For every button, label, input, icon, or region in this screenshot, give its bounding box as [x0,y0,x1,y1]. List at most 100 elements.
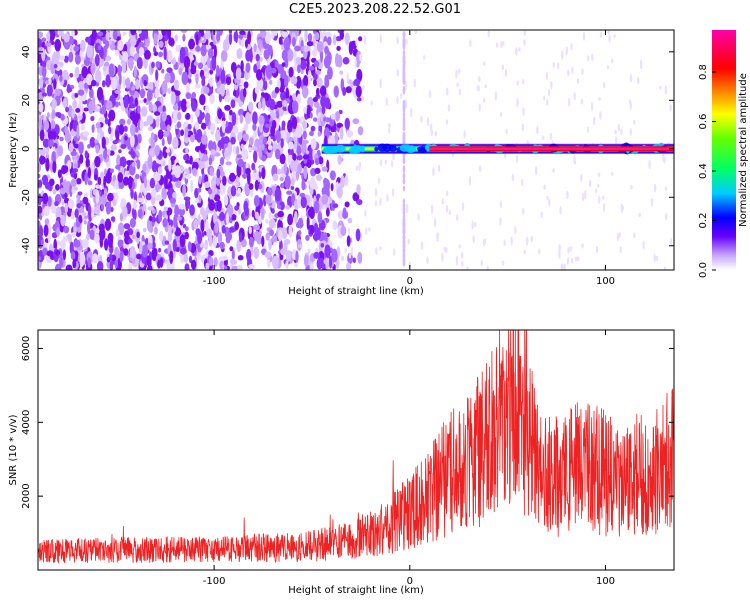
signal-blob [353,144,358,151]
spectrogram-cell [407,238,410,245]
spectrogram-cell [134,97,138,107]
spectrogram-cell [152,103,157,114]
spectrogram-cell [402,36,406,43]
spectrogram-cell [314,167,321,174]
spectrogram-cell [581,242,584,249]
spectrogram-cell [107,192,114,202]
spectrogram-cell [501,64,505,71]
spectrogram-cell [42,247,48,256]
spectrogram-cell [98,223,105,232]
spectrogram-cell [294,45,301,52]
spectrogram-cell [402,132,406,139]
spectrogram-cell [150,132,155,139]
spectrogram-cell [484,84,487,89]
spectrogram-cell [208,256,214,266]
spectrogram-cell [637,76,640,85]
spectrogram-cell [70,210,76,220]
spectrogram-cell [346,72,349,83]
spectrogram-cell [324,244,331,258]
spectrogram-cell [150,137,156,149]
spectrogram-x-tick-label: -100 [203,276,226,287]
spectrogram-cell [318,156,324,165]
spectrogram-cell [629,101,632,111]
spectrogram-cell [300,140,307,155]
spectrogram-cell [180,255,184,264]
spectrogram-cell [148,225,154,234]
spectrogram-cell [402,177,406,184]
spectrogram-cell [163,206,168,212]
spectrogram-cell [313,251,320,259]
spectrogram-cell [164,184,169,190]
spectrogram-cell [137,208,143,219]
spectrogram-cell [221,117,226,122]
spectrogram-cell [190,259,197,270]
spectrogram-cell [51,109,56,119]
spectrogram-cell [129,245,136,260]
spectrogram-cell [291,36,296,47]
spectrogram-cell [237,108,245,117]
spectrogram-cell [55,206,62,221]
spectrogram-cell [586,55,590,62]
spectrogram-cell [57,113,61,119]
spectrogram-cell [130,30,137,36]
spectrogram-cell [164,176,168,186]
spectrogram-cell [165,148,171,154]
spectrogram-cell [392,152,395,161]
spectrogram-cell [48,139,54,147]
spectrogram-cell [189,134,195,143]
spectrogram-cell [267,44,273,56]
spectrogram-cell [430,129,434,137]
spectrogram-cell [45,42,52,48]
spectrogram-cell [534,166,538,175]
spectrogram-cell [62,249,67,261]
spectrogram-cell [274,86,280,94]
spectrogram-cell [648,159,651,170]
spectrogram-cell [268,211,272,219]
spectrogram-cell [44,80,49,85]
spectrogram-cell [208,199,215,211]
spectrogram-cell [118,149,122,154]
spectrogram-cell [339,30,345,40]
spectrogram-cell [155,194,163,202]
spectrogram-cell [72,168,79,173]
spectrogram-cell [230,136,236,145]
spectrogram-cell [248,101,254,112]
spectrogram-cell [142,163,147,173]
spectrogram-cell [278,36,283,45]
spectrogram-cell [642,240,645,250]
spectrogram-cell [385,97,389,107]
spectrogram-cell [584,190,587,200]
spectrogram-cell [45,158,50,172]
spectrogram-cell [340,175,345,188]
spectrogram-cell [248,137,254,146]
spectrogram-cell [483,238,487,245]
spectrogram-cell [300,196,307,209]
spectrogram-cell [280,90,287,101]
spectrogram-cell [323,55,331,69]
spectrogram-cell [53,63,58,69]
spectrogram-cell [105,74,111,88]
spectrogram-cell [38,37,41,48]
spectrogram-cell [38,162,42,173]
spectrogram-cell [52,160,57,174]
spectrogram-cell [48,77,52,85]
spectrogram-cell [143,176,148,189]
spectrogram-cell [90,162,95,176]
spectrogram-cell [103,238,109,251]
spectrogram-cell [139,183,144,194]
spectrogram-cell [42,192,49,205]
spectrogram-cell [437,164,441,172]
spectrogram-cell [285,87,290,102]
spectrogram-cell [248,183,254,190]
spectrogram-cell [502,41,505,46]
spectrogram-cell [265,64,273,79]
spectrogram-cell [588,179,592,188]
spectrogram-cell [549,132,553,141]
spectrogram-cell [301,179,306,191]
spectrogram-y-tick-label: 40 [21,45,32,58]
spectrogram-cell [236,48,243,60]
spectrogram-cell [197,160,204,170]
spectrogram-cell [148,147,156,158]
spectrogram-cell [82,130,90,137]
spectrogram-cell [241,38,245,48]
